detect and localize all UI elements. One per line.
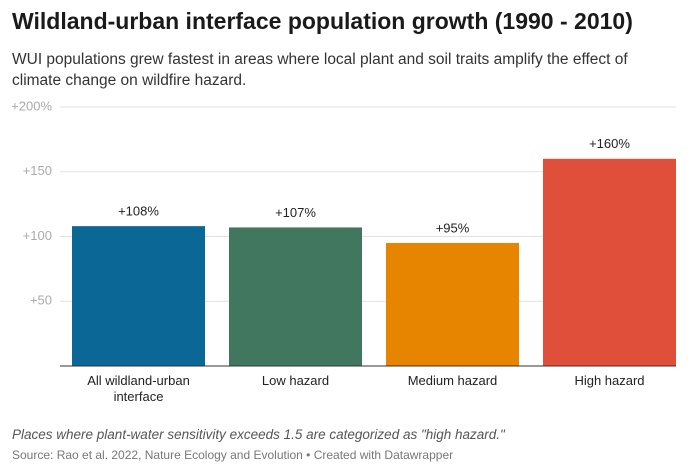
y-tick-label: +150 (23, 163, 52, 178)
value-label: +95% (436, 220, 470, 235)
bar (386, 242, 519, 366)
value-label: +108% (118, 204, 159, 219)
chart-title: Wildland-urban interface population grow… (12, 8, 633, 34)
chart-subtitle: WUI populations grew fastest in areas wh… (12, 51, 628, 89)
x-tick-label: High hazard (574, 373, 645, 388)
bar (72, 226, 205, 366)
x-tick-label: All wildland-urban interface (87, 373, 190, 404)
bar (229, 227, 362, 366)
source: Source: Rao et al. 2022, Nature Ecology … (12, 448, 454, 462)
bar (543, 158, 676, 366)
value-label: +107% (275, 205, 316, 220)
y-tick-label: +100 (23, 228, 52, 243)
y-tick-label: +50 (30, 293, 52, 308)
note: Places where plant-water sensitivity exc… (12, 427, 505, 442)
x-tick-label: Medium hazard (407, 373, 498, 388)
y-tick-label: +200% (11, 98, 52, 113)
x-tick-label: Low hazard (261, 373, 330, 388)
value-label: +160% (589, 136, 630, 151)
